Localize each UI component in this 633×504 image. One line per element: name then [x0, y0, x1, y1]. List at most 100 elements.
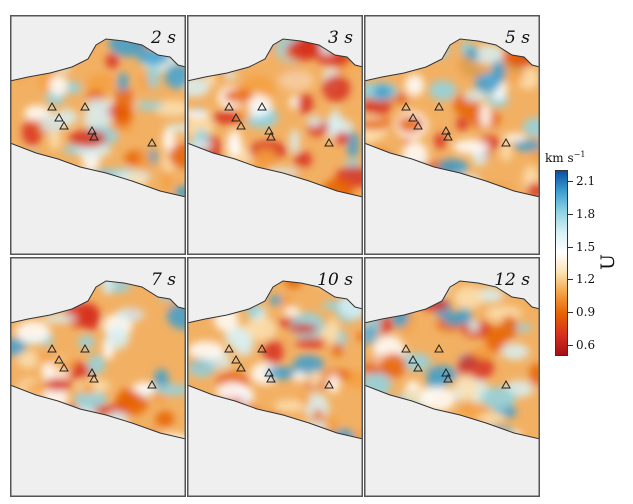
- station-triangle: [501, 379, 511, 389]
- velocity-anomaly: [462, 399, 475, 408]
- velocity-field: [364, 281, 540, 439]
- station-triangle: [324, 137, 334, 147]
- velocity-anomaly: [306, 116, 323, 128]
- map-2s: [10, 15, 186, 255]
- velocity-anomaly: [78, 335, 95, 349]
- station-triangle: [401, 101, 411, 111]
- period-label: 5 s: [505, 28, 530, 48]
- velocity-anomaly: [364, 84, 378, 96]
- velocity-anomaly: [328, 373, 340, 394]
- coastline-north: [187, 280, 363, 324]
- station-triangle: [257, 343, 267, 353]
- velocity-anomaly: [308, 370, 322, 388]
- coastline-south: [10, 142, 186, 198]
- velocity-anomaly: [155, 411, 175, 428]
- velocity-anomaly: [283, 306, 301, 317]
- coastline-north: [364, 38, 540, 82]
- velocity-anomaly: [429, 80, 457, 101]
- colorbar-tick-label: 2.1: [576, 173, 596, 188]
- velocity-anomaly: [292, 371, 307, 382]
- panel-10s: 10 s: [187, 257, 363, 497]
- station-triangle: [231, 354, 241, 364]
- velocity-anomaly: [253, 148, 278, 169]
- station-triangle: [408, 112, 418, 122]
- velocity-anomaly: [223, 89, 254, 103]
- velocity-anomaly: [278, 69, 313, 91]
- velocity-anomaly: [322, 75, 351, 102]
- velocity-anomaly: [16, 350, 40, 369]
- station-triangle: [443, 373, 453, 383]
- velocity-anomaly: [425, 377, 448, 390]
- coastline-north: [10, 280, 186, 324]
- velocity-anomaly: [406, 380, 420, 391]
- period-label: 10 s: [317, 270, 353, 290]
- station-triangle: [434, 343, 444, 353]
- velocity-anomaly: [420, 386, 456, 412]
- velocity-anomaly: [294, 151, 313, 168]
- coastline-south: [364, 384, 540, 440]
- velocity-anomaly: [284, 281, 303, 289]
- colorbar: [555, 170, 568, 356]
- velocity-anomaly: [246, 317, 277, 341]
- velocity-anomaly: [346, 130, 359, 158]
- colorbar-tick: [568, 213, 573, 215]
- station-triangle: [401, 343, 411, 353]
- velocity-anomaly: [147, 62, 160, 90]
- station-triangle: [47, 101, 57, 111]
- velocity-anomaly: [364, 98, 392, 116]
- velocity-anomaly: [68, 129, 107, 148]
- velocity-anomaly: [168, 143, 186, 169]
- panel-12s: 12 s: [364, 257, 540, 497]
- velocity-field: [10, 39, 186, 197]
- station-triangle: [441, 367, 451, 377]
- velocity-anomaly: [297, 93, 314, 115]
- station-triangle: [501, 137, 511, 147]
- velocity-anomaly: [187, 109, 210, 118]
- colorbar-tick-label: 1.8: [576, 206, 596, 221]
- panel-frame: [187, 15, 363, 255]
- velocity-anomaly: [227, 129, 242, 156]
- station-triangle: [80, 343, 90, 353]
- coastline-south: [10, 384, 186, 440]
- velocity-anomaly: [334, 131, 350, 145]
- velocity-anomaly: [479, 103, 492, 129]
- station-triangle: [87, 125, 97, 135]
- period-label: 12 s: [494, 270, 530, 290]
- velocity-anomaly: [273, 399, 305, 413]
- coastline-north: [364, 280, 540, 324]
- velocity-anomaly: [452, 139, 490, 154]
- velocity-anomaly: [500, 142, 512, 162]
- station-triangle: [413, 362, 423, 372]
- panel-7s: 7 s: [10, 257, 186, 497]
- station-triangle: [236, 120, 246, 130]
- panel-frame: [364, 15, 540, 255]
- velocity-anomaly: [108, 39, 147, 57]
- map-10s: [187, 257, 363, 497]
- panel-frame: [364, 257, 540, 497]
- velocity-anomaly: [287, 39, 320, 61]
- colorbar-variable-label: U: [597, 253, 619, 271]
- velocity-anomaly: [395, 92, 409, 105]
- velocity-anomaly: [269, 295, 283, 306]
- velocity-anomaly: [224, 326, 251, 348]
- panel-frame: [187, 257, 363, 497]
- map-3s: [187, 15, 363, 255]
- colorbar-tick: [568, 180, 573, 182]
- velocity-anomaly: [364, 364, 385, 374]
- velocity-anomaly: [485, 306, 522, 321]
- velocity-anomaly: [63, 81, 82, 94]
- velocity-anomaly: [500, 315, 518, 340]
- coastline-north: [187, 38, 363, 82]
- velocity-anomaly: [81, 304, 101, 331]
- velocity-anomaly: [101, 281, 114, 295]
- colorbar-tick-label: 1.2: [576, 272, 596, 287]
- station-triangle: [224, 343, 234, 353]
- velocity-anomaly: [238, 101, 251, 123]
- map-7s: [10, 257, 186, 497]
- velocity-anomaly: [484, 326, 507, 353]
- colorbar-tick-label: 1.5: [576, 239, 596, 254]
- velocity-anomaly: [501, 343, 530, 360]
- coastline-south: [364, 142, 540, 198]
- coastline-south: [187, 384, 363, 440]
- velocity-anomaly: [85, 73, 117, 92]
